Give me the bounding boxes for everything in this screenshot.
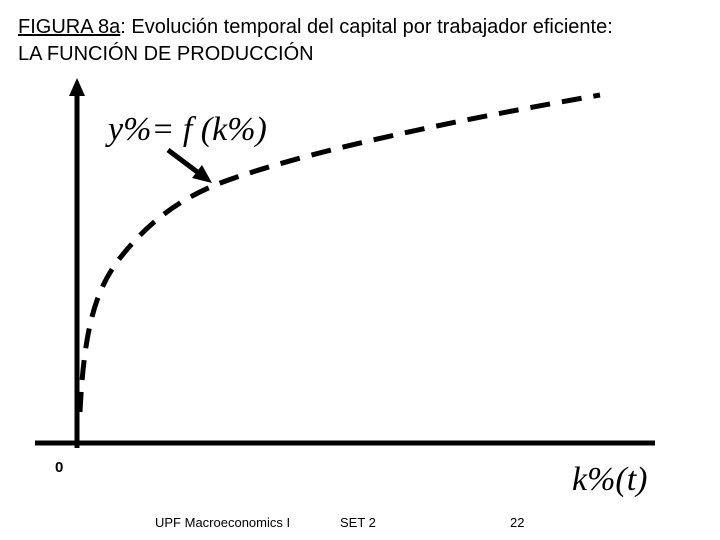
production-curve	[77, 92, 601, 413]
footer-course: UPF Macroeconomics I	[155, 515, 290, 530]
origin-label: 0	[55, 459, 63, 476]
footer-page: 22	[510, 515, 524, 530]
y-axis-arrow	[69, 78, 85, 96]
figure-label: FIGURA 8a	[18, 16, 121, 38]
title-text: : Evolución temporal del capital por tra…	[120, 16, 613, 38]
title-line-1: FIGURA 8a: Evolución temporal del capita…	[18, 16, 613, 38]
title-line-2: LA FUNCIÓN DE PRODUCCIÓN	[18, 42, 314, 65]
pointer-arrow	[166, 148, 202, 176]
x-axis-label: k%(t)	[572, 461, 648, 498]
curve-label: y%= f (k%)	[105, 111, 267, 148]
pointer-arrow-head	[192, 165, 212, 183]
footer-set: SET 2	[340, 515, 376, 530]
